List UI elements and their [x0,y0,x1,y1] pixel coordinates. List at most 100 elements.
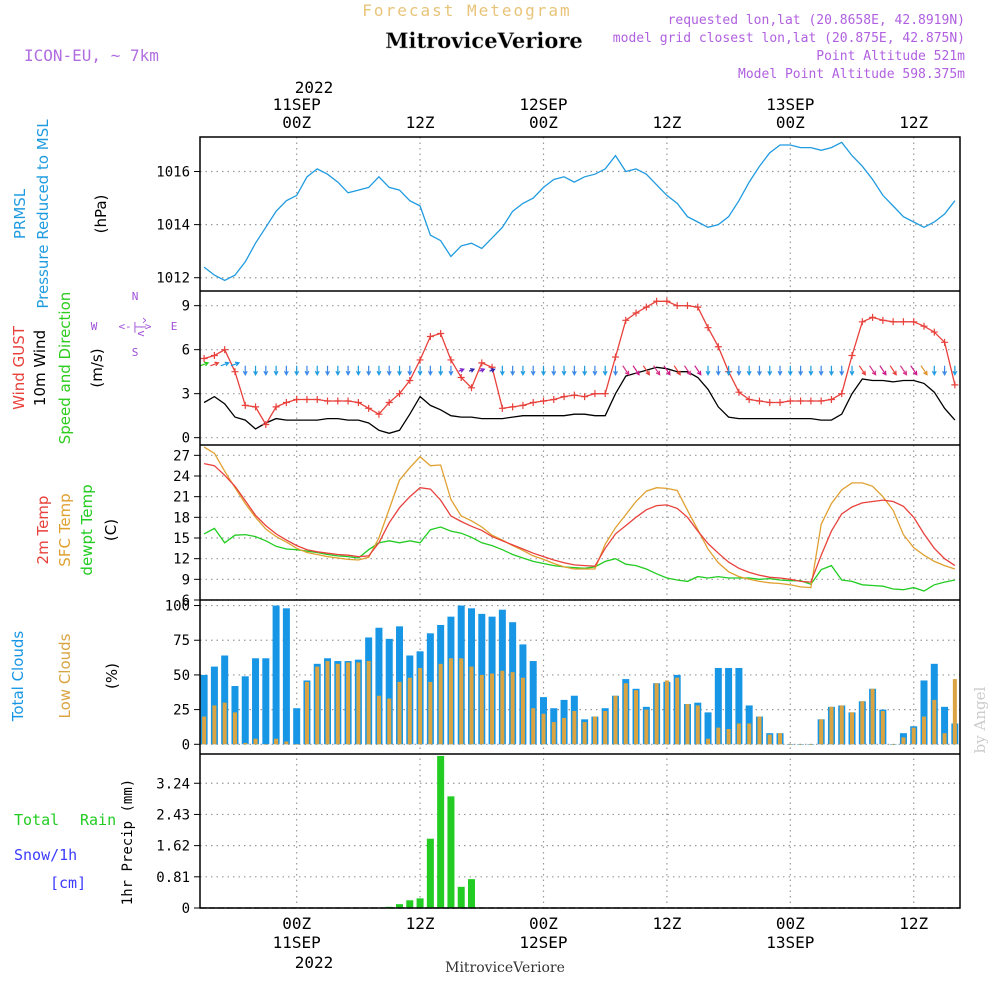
low-cloud-bar [664,680,669,745]
precip-tick-label: 1.62 [156,839,190,855]
wind-unit: (m/s) [88,348,106,387]
temp-tick-label: 27 [173,448,190,464]
gust-marker [755,397,763,405]
gust-marker [622,316,630,324]
wind-direction-arrow [942,365,948,376]
bottom-time-label: 12Z [899,914,928,933]
gust-marker [385,398,393,406]
low-cloud-bar [778,733,783,745]
gust-marker [632,309,640,317]
gust-marker [354,398,362,406]
precip-panel-labels: Total Rain Snow/1h [cm] 1hr Precip (mm) [14,779,136,905]
low-cloud-bar [222,702,227,745]
low-cloud-bar [202,716,207,745]
compass-s: S [132,346,139,359]
frame-layer [199,136,961,909]
temp-tick-label: 18 [173,510,190,526]
wind-direction-arrow [808,365,814,376]
low-cloud-bar [829,706,834,745]
gust-marker [529,398,537,406]
gust-marker [848,352,856,360]
low-cloud-bar [932,699,937,745]
total-cloud-bar [714,667,722,745]
wind-direction-arrow [561,365,567,376]
watermark: by Angel [971,686,989,753]
rain-bar [426,838,434,908]
temp-tick-label: 9 [182,572,190,588]
wind-direction-arrow [798,365,804,376]
low-cloud-bar [685,704,690,745]
low-cloud-bar [232,712,237,745]
low-cloud-bar [346,662,351,745]
precip-unit: 1hr Precip (mm) [120,779,136,905]
total-cloud-bar [252,658,260,745]
top-time-label: 12Z [652,113,681,132]
bottom-time-label: 00Z [282,914,311,933]
total-cloud-bar [221,655,229,745]
wind-direction-arrow [253,365,258,376]
wind-direction-arrow [694,365,702,376]
wind-panel-labels: Wind GUST 10m Wind Speed and Direction (… [10,290,177,444]
gust-marker [509,403,517,411]
gust-marker [478,359,486,367]
wind-direction-arrow [397,365,402,376]
gust-marker [426,332,434,340]
low-cloud-bar [479,674,484,745]
low-cloud-bar [695,705,700,745]
cloud-tick-label: 75 [173,633,190,649]
cloud-panel-labels: Total Clouds Low Clouds (%) [9,631,121,723]
cloud-tick-label: 25 [173,703,190,719]
low-cloud-bar [274,738,279,745]
bottom-date-label: 12SEP [519,933,567,952]
wind-direction-arrow [273,365,279,376]
gust-marker [375,410,383,418]
low-cloud-bar [325,661,330,745]
wind-direction-arrow [849,365,855,376]
low-cloud-bar [891,744,896,745]
low-cloud-bar [592,716,597,745]
pressure-tick-label: 1014 [156,218,190,234]
closest-coords: model grid closest lon,lat (20.875E, 42.… [613,31,965,46]
rain-bar [396,904,404,908]
low-cloud-bar [572,710,577,745]
bottom-time-label: 00Z [529,914,558,933]
top-date-label: 13SEP [766,95,814,114]
wind-direction-arrow [736,365,742,376]
top-time-label: 00Z [529,113,558,132]
total-cloud-bar [529,661,537,745]
rain-bar [406,900,414,908]
wind-direction-arrow [448,365,454,376]
wind-direction-arrow [489,368,496,373]
model-name: ICON-EU, ~ 7km [24,46,159,65]
low-cloud-bar [510,672,515,745]
gust-marker [396,390,404,398]
gust-marker [560,393,568,401]
top-time-label: 00Z [776,113,805,132]
total-cloud-bar [262,658,270,745]
low-cloud-bar [952,679,957,745]
low-cloud-bar [376,695,381,745]
wind-direction-arrow [663,365,671,376]
gust-marker [930,328,938,336]
wind-direction-arrow [510,365,516,376]
gust-marker [200,354,208,362]
total-cloud-bar [704,712,712,745]
rain-bar [468,879,476,908]
wind-direction-arrow [767,365,773,376]
pressure-msl-label: Pressure Reduced to MSL [34,119,52,309]
wind-direction-arrow [673,365,681,376]
low-cloud-bar [541,713,546,745]
low-cloud-bar [870,688,875,745]
gust-marker [210,352,218,360]
gust-marker [910,318,918,326]
gust-marker [303,396,311,404]
low-cloud-bar [448,658,453,745]
low-cloud-bar [850,712,855,745]
wind-direction-arrow [551,365,557,376]
wind-direction-arrow [839,365,845,376]
gust-marker [272,403,280,411]
wind-direction-arrow [653,365,661,376]
low-cloud-bar [335,663,340,745]
top-year: 2022 [295,78,334,97]
